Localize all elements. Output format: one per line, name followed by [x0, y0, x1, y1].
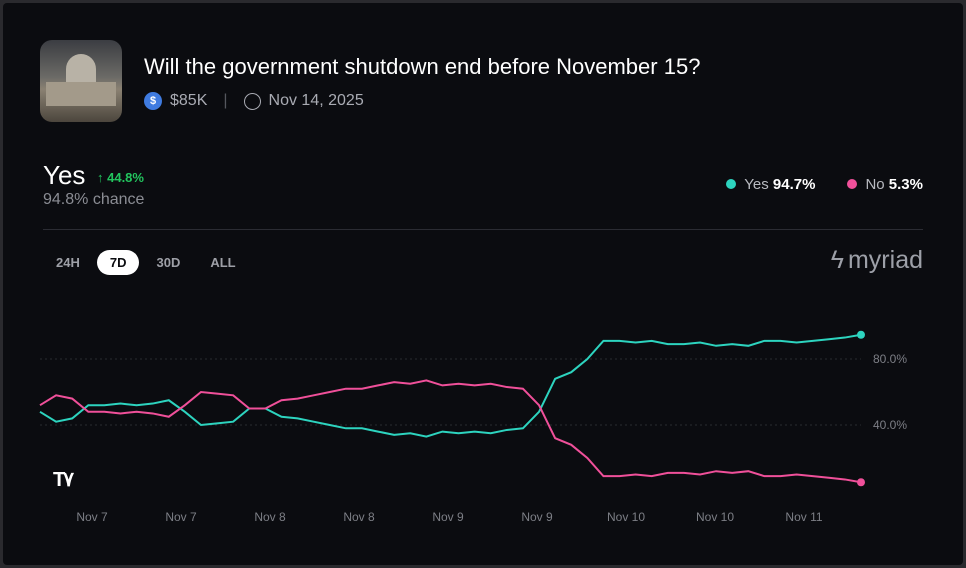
- market-title: Will the government shutdown end before …: [144, 54, 701, 79]
- usdc-icon: $: [144, 92, 162, 110]
- divider: |: [223, 92, 228, 109]
- market-image: [40, 40, 122, 122]
- x-tick-label: Nov 8: [254, 510, 286, 524]
- divider: [43, 229, 923, 230]
- legend-yes: Yes 94.7%: [726, 176, 815, 193]
- tab-24h[interactable]: 24H: [56, 255, 80, 270]
- x-tick-label: Nov 9: [521, 510, 553, 524]
- x-tick-label: Nov 9: [432, 510, 464, 524]
- y-tick-label: 40.0%: [873, 418, 907, 432]
- series-line-yes: [39, 333, 862, 438]
- series-end-dot-no: [857, 478, 865, 487]
- outcome-change: ↑ 44.8%: [97, 170, 144, 185]
- tab-all[interactable]: ALL: [210, 255, 236, 270]
- market-card: Will the government shutdown end before …: [3, 3, 963, 565]
- tab-7d[interactable]: 7D: [96, 250, 140, 275]
- price-chart[interactable]: 80.0% 40.0% Nov 7 Nov 7 Nov 8 Nov 8 Nov 9 Nov 9…: [3, 293, 963, 553]
- outcome-chance: 94.8% chance: [43, 191, 145, 208]
- outcome-label: Yes: [43, 160, 86, 190]
- tradingview-logo: T٧: [53, 469, 76, 491]
- myriad-logo: ϟ myriad: [830, 246, 923, 274]
- y-tick-label: 80.0%: [873, 352, 907, 366]
- x-tick-label: Nov 7: [165, 510, 197, 524]
- volume: $85K: [170, 92, 208, 109]
- x-tick-label: Nov 10: [607, 510, 645, 524]
- bolt-icon: ϟ: [830, 246, 844, 274]
- x-tick-label: Nov 10: [696, 510, 734, 524]
- market-meta: $ $85K | Nov 14, 2025: [144, 92, 364, 110]
- x-tick-label: Nov 11: [785, 510, 822, 524]
- x-tick-label: Nov 8: [343, 510, 375, 524]
- x-tick-label: Nov 7: [76, 510, 108, 524]
- end-date: Nov 14, 2025: [268, 92, 364, 109]
- series-end-dot-yes: [857, 330, 865, 339]
- legend: Yes 94.7% No 5.3%: [726, 176, 923, 193]
- legend-no: No 5.3%: [847, 176, 923, 193]
- time-range-tabs: 24H 7D 30D ALL: [43, 250, 249, 275]
- series-line-no: [39, 379, 862, 484]
- clock-icon: [243, 92, 261, 110]
- tab-30d[interactable]: 30D: [156, 255, 181, 270]
